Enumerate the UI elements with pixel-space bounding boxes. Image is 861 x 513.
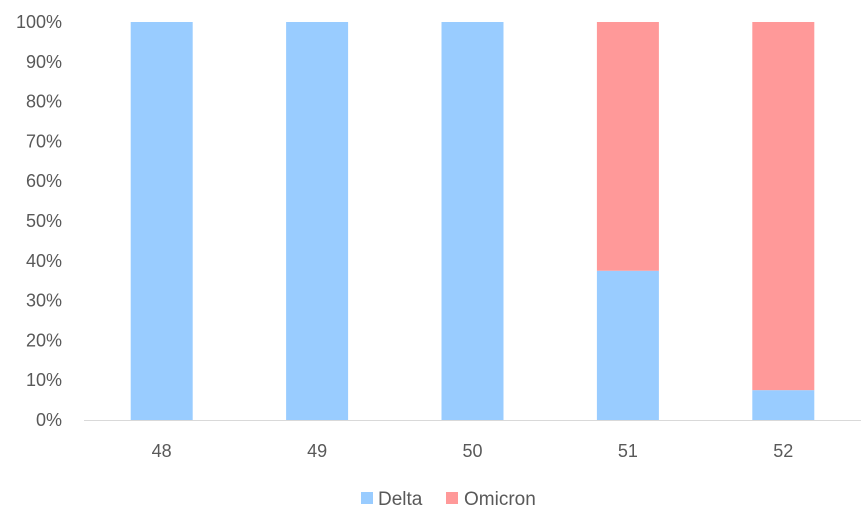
x-tick-label: 52 xyxy=(773,441,793,461)
legend-swatch-omicron xyxy=(446,492,458,504)
x-tick-label: 51 xyxy=(618,441,638,461)
x-tick-label: 48 xyxy=(152,441,172,461)
y-tick-label: 50% xyxy=(26,211,62,231)
bar-omicron-52 xyxy=(752,22,815,391)
bar-delta-49 xyxy=(286,22,349,420)
y-tick-label: 80% xyxy=(26,92,62,112)
y-tick-label: 0% xyxy=(36,410,62,430)
y-tick-label: 60% xyxy=(26,171,62,191)
legend-label-omicron: Omicron xyxy=(464,489,536,508)
legend-label-delta: Delta xyxy=(378,489,423,508)
y-tick-label: 30% xyxy=(26,291,62,311)
bars-layer xyxy=(130,22,815,420)
bar-omicron-51 xyxy=(596,22,659,271)
x-tick-label: 49 xyxy=(307,441,327,461)
y-tick-label: 90% xyxy=(26,52,62,72)
y-tick-label: 20% xyxy=(26,330,62,350)
y-tick-label: 10% xyxy=(26,370,62,390)
bar-delta-51 xyxy=(596,270,659,420)
y-tick-label: 40% xyxy=(26,251,62,271)
bar-delta-48 xyxy=(130,22,193,420)
bar-delta-52 xyxy=(752,390,815,420)
bar-delta-50 xyxy=(441,22,504,420)
y-tick-label: 70% xyxy=(26,131,62,151)
axis-layer: 0% 10% 20% 30% 40% 50% 60% 70% 80% 90% 100% 48 49 50 5… xyxy=(16,12,861,461)
x-tick-label: 50 xyxy=(462,441,482,461)
legend: Delta Omicron xyxy=(361,489,536,510)
legend-swatch-delta xyxy=(361,492,373,504)
y-tick-label: 100% xyxy=(16,12,62,32)
